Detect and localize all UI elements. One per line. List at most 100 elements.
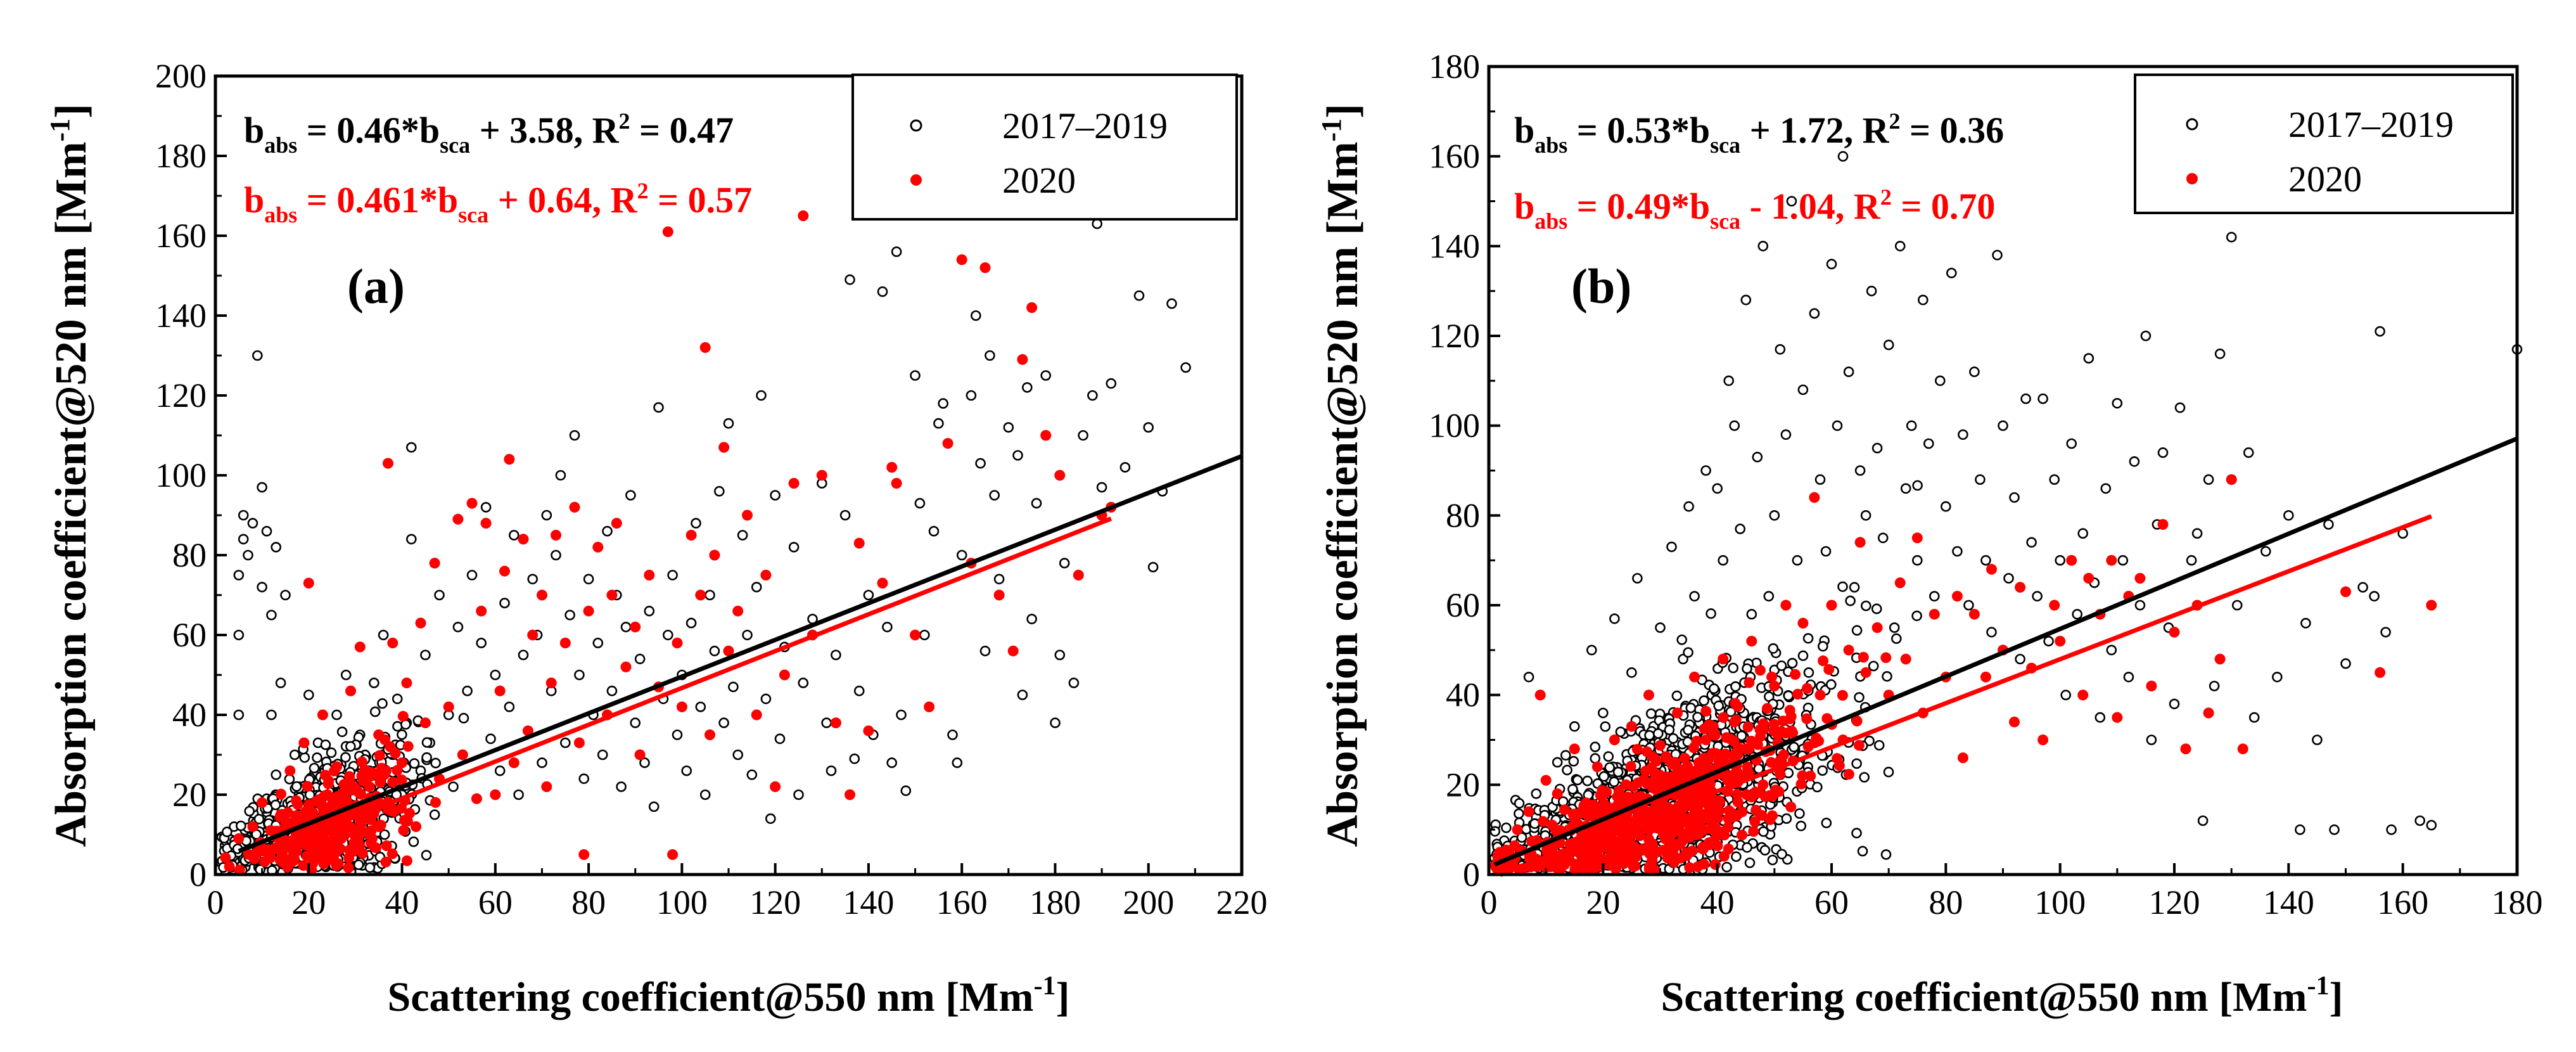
panel-a-point-2017-2019 — [718, 717, 729, 728]
panel-b-point-2017-2019 — [2066, 438, 2077, 449]
panel-a-point-2020 — [274, 811, 286, 823]
panel-a-point-2017-2019 — [853, 685, 865, 696]
panel-b-point-2020 — [1900, 653, 1911, 665]
panel-a-point-2020 — [527, 629, 539, 641]
panel-a-point-2020 — [630, 621, 641, 632]
panel-a-point-2017-2019 — [430, 757, 441, 769]
panel-a-equation-black: babs = 0.46*bsca + 3.58, R2 = 0.47 — [244, 108, 734, 158]
panel-a-point-2017-2019 — [233, 570, 245, 581]
panel-b-point-2020 — [1742, 721, 1754, 733]
panel-a-point-2017-2019 — [257, 582, 267, 593]
panel-a-x-tick-label: 160 — [936, 883, 988, 921]
panel-b-point-2017-2019 — [1820, 546, 1832, 557]
panel-b-point-2020 — [1699, 824, 1710, 835]
panel-a-point-2017-2019 — [378, 629, 389, 641]
panel-b-point-2020 — [1732, 701, 1744, 712]
panel-b-point-2017-2019 — [1603, 751, 1614, 762]
panel-b-point-2020 — [1744, 677, 1755, 688]
panel-b-point-2020 — [1540, 774, 1552, 786]
panel-b-point-2020 — [1790, 669, 1801, 680]
panel-a-point-2017-2019 — [243, 549, 253, 561]
panel-b-y-tick-label: 140 — [1429, 227, 1480, 265]
panel-a-point-2017-2019 — [340, 669, 352, 681]
panel-a-point-2020 — [333, 858, 344, 869]
panel-a-point-2017-2019 — [271, 769, 282, 780]
panel-b-point-2020 — [1631, 743, 1643, 755]
panel-b-point-2017-2019 — [2329, 824, 2340, 835]
panel-b-point-2020 — [1707, 748, 1718, 759]
panel-a-point-2020 — [1026, 302, 1038, 313]
panel-a-point-2020 — [257, 797, 268, 809]
panel-a-point-2017-2019 — [639, 757, 650, 768]
panel-a-point-2017-2019 — [630, 717, 641, 728]
panel-b-point-2017-2019 — [1854, 692, 1865, 703]
panel-b-point-2017-2019 — [2380, 627, 2391, 638]
panel-a-axis-ticks: 0 20 40 60 80 100 120 140 160 180 200 220 0 20 40 60 80 1… — [155, 57, 1268, 921]
panel-a-point-2020 — [381, 840, 392, 851]
panel-b-point-2020 — [1767, 810, 1778, 821]
panel-b-point-2017-2019 — [1598, 707, 1609, 719]
panel-a-point-2020 — [993, 589, 1005, 601]
panel-b-point-2017-2019 — [2231, 600, 2243, 611]
panel-a-point-2020 — [259, 856, 271, 868]
panel-a-point-2020 — [606, 589, 618, 601]
panel-b-point-2017-2019 — [1757, 240, 1769, 252]
panel-b-point-2020 — [1648, 783, 1660, 794]
panel-b-point-2020 — [1951, 591, 1963, 602]
panel-a-point-2017-2019 — [770, 490, 781, 501]
panel-b-point-2017-2019 — [1678, 653, 1688, 665]
panel-a-point-2017-2019 — [452, 622, 464, 632]
panel-b-point-2020 — [1766, 757, 1777, 768]
panel-a-point-2017-2019 — [877, 286, 888, 297]
panel-b-point-2017-2019 — [1667, 733, 1679, 744]
panel-a-point-2020 — [376, 771, 387, 782]
panel-a-point-2017-2019 — [933, 418, 944, 429]
panel-a-point-2020 — [265, 824, 276, 836]
panel-b-point-2017-2019 — [2243, 447, 2254, 458]
panel-b-point-2017-2019 — [1809, 308, 1820, 319]
panel-a-point-2020 — [569, 501, 580, 513]
panel-a-point-2017-2019 — [508, 530, 520, 541]
panel-a-point-2020 — [224, 861, 235, 872]
panel-a-point-2017-2019 — [765, 813, 776, 824]
panel-a-point-2020 — [292, 799, 303, 810]
panel-b-point-2017-2019 — [1562, 764, 1572, 776]
panel-b-point-2017-2019 — [2003, 573, 2014, 584]
panel-a-point-2020 — [1073, 570, 1084, 581]
panel-b-point-2017-2019 — [2112, 397, 2123, 409]
panel-a-point-2017-2019 — [644, 605, 655, 617]
panel-b-point-2017-2019 — [2134, 600, 2146, 611]
panel-b-point-2020 — [1707, 728, 1719, 740]
panel-b-point-2017-2019 — [1843, 366, 1854, 378]
panel-b-point-2017-2019 — [1729, 420, 1740, 432]
panel-a-point-2017-2019 — [1087, 390, 1098, 401]
panel-b-point-2017-2019 — [2100, 483, 2112, 494]
panel-a-point-2017-2019 — [709, 645, 720, 657]
panel-a-point-2020 — [695, 589, 706, 601]
panel-a-plot-frame — [214, 74, 1244, 876]
panel-a-point-2020 — [402, 741, 414, 752]
panel-a-point-2017-2019 — [289, 749, 300, 760]
panel-a-point-2017-2019 — [364, 862, 376, 873]
panel-b-point-2020 — [1718, 653, 1729, 665]
panel-a-fit-line-2017-2019 — [238, 454, 1243, 854]
panel-a-point-2020 — [326, 800, 338, 811]
panel-b-point-2020 — [1769, 681, 1780, 691]
panel-b-point-2017-2019 — [1775, 343, 1786, 355]
panel-a-point-2020 — [429, 558, 440, 569]
panel-b-point-2020 — [1554, 824, 1565, 836]
panel-a-point-2017-2019 — [271, 542, 282, 553]
panel-b-point-2017-2019 — [2095, 712, 2106, 723]
panel-a-point-2020 — [545, 677, 557, 689]
panel-b-point-2020 — [2009, 716, 2020, 728]
panel-b-point-2020 — [1986, 563, 1997, 575]
panel-b-point-2017-2019 — [1706, 608, 1716, 619]
panel-a-point-2017-2019 — [369, 677, 379, 688]
panel-b-point-2020 — [1707, 818, 1718, 828]
panel-a-point-2017-2019 — [494, 765, 506, 776]
panel-a-point-2017-2019 — [1012, 450, 1023, 461]
panel-b-point-2020 — [1652, 846, 1663, 857]
panel-b-point-2020 — [1621, 829, 1632, 840]
